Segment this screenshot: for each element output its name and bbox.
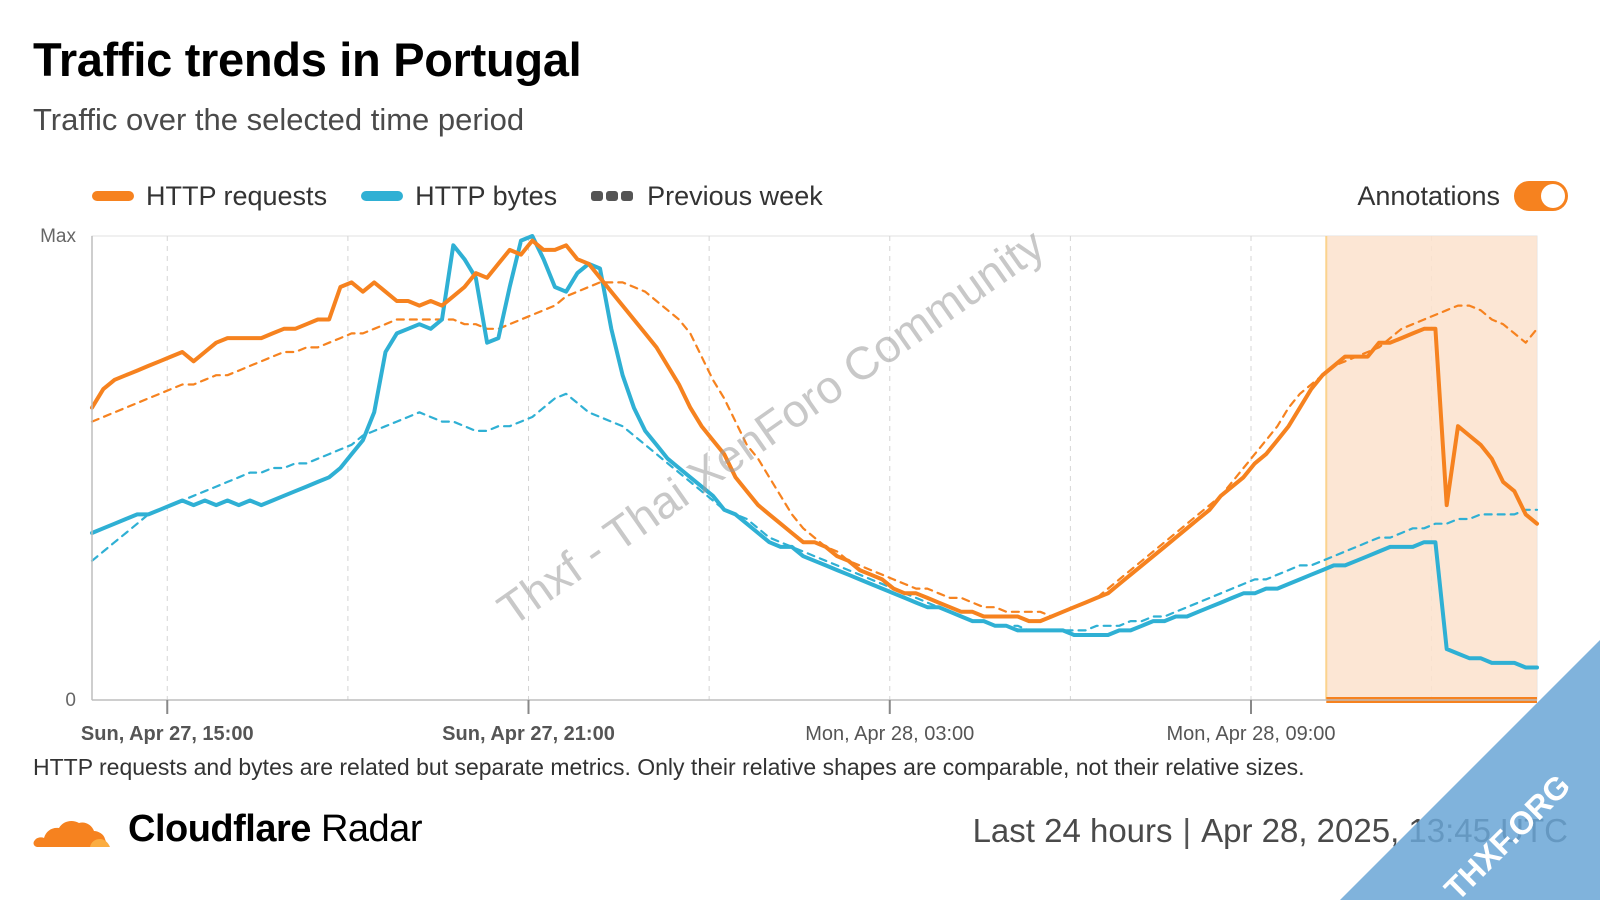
x-axis-tick-label: Mon, Apr 28, 09:00 bbox=[1167, 723, 1336, 745]
chart-legend: HTTP requests HTTP bytes Previous week bbox=[92, 178, 857, 214]
annotations-toggle[interactable] bbox=[1514, 181, 1568, 211]
annotations-label: Annotations bbox=[1357, 180, 1500, 211]
legend-item-previous-week[interactable]: Previous week bbox=[591, 181, 823, 212]
y-axis-zero-label: 0 bbox=[65, 690, 76, 711]
corner-badge-bg bbox=[1340, 640, 1600, 900]
series-line-previous-week bbox=[90, 281, 1539, 618]
cloudflare-radar-brand[interactable]: Cloudflare Radar bbox=[32, 808, 422, 851]
legend-label-previous-week: Previous week bbox=[647, 180, 823, 211]
legend-item-http-requests[interactable]: HTTP requests bbox=[92, 181, 327, 212]
meta-separator: | bbox=[1182, 812, 1192, 849]
y-axis-max-label: Max bbox=[40, 226, 76, 247]
legend-swatch-previous-week bbox=[591, 191, 634, 201]
annotation-layer bbox=[1325, 236, 1537, 703]
series-layer bbox=[90, 234, 1539, 670]
series-line-previous-week bbox=[90, 392, 1539, 632]
time-range-label: Last 24 hours bbox=[972, 812, 1173, 849]
annotations-control: Annotations bbox=[1357, 178, 1568, 214]
grid-layer bbox=[91, 235, 1538, 701]
traffic-chart: Sun, Apr 27, 15:00 Sun, Apr 27, 21:00 Mon,… bbox=[40, 218, 1539, 745]
page-subtitle: Traffic over the selected time period bbox=[33, 102, 525, 137]
x-axis-tick-label: Sun, Apr 27, 15:00 bbox=[81, 723, 254, 745]
chart-footnote: HTTP requests and bytes are related but … bbox=[33, 754, 1305, 780]
legend-label-bytes: HTTP bytes bbox=[415, 180, 558, 211]
x-axis-tick-label: Mon, Apr 28, 03:00 bbox=[805, 723, 974, 745]
legend-item-http-bytes[interactable]: HTTP bytes bbox=[361, 181, 557, 212]
legend-swatch-requests bbox=[92, 191, 134, 201]
cloudflare-logo-icon bbox=[33, 820, 110, 847]
corner-badge: THXF.ORG bbox=[1340, 640, 1600, 900]
brand-name: Cloudflare Radar bbox=[128, 808, 422, 850]
series-line-current bbox=[90, 234, 1539, 670]
legend-label-requests: HTTP requests bbox=[146, 180, 328, 211]
legend-swatch-bytes bbox=[361, 191, 404, 201]
plot-frame bbox=[91, 235, 1538, 701]
series-line-current bbox=[90, 238, 1539, 624]
page-title: Traffic trends in Portugal bbox=[33, 33, 582, 86]
annotation-band bbox=[1326, 236, 1537, 700]
toggle-knob bbox=[1541, 184, 1565, 208]
axis-layer: Sun, Apr 27, 15:00 Sun, Apr 27, 21:00 Mon,… bbox=[40, 226, 1537, 745]
x-axis-tick-label: Sun, Apr 27, 21:00 bbox=[442, 723, 615, 745]
